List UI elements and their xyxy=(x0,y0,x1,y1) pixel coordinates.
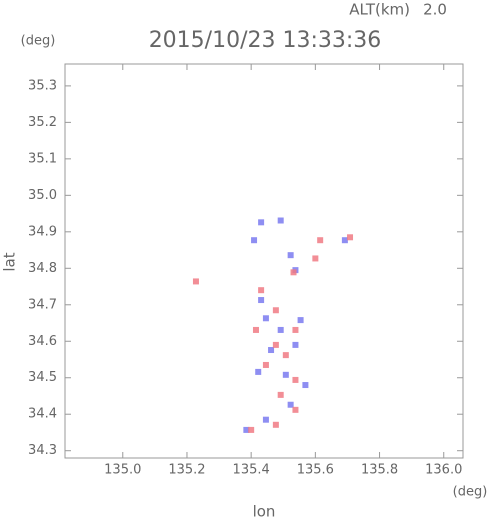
echo-point xyxy=(297,317,304,324)
echo-point xyxy=(317,237,324,244)
echo-point xyxy=(248,426,255,433)
x-tick-label: 135.0 xyxy=(104,463,141,478)
y-tick-label: 35.2 xyxy=(28,115,57,130)
echo-point xyxy=(272,341,279,348)
y-tick-label: 35.3 xyxy=(28,78,57,93)
echo-point xyxy=(287,401,294,408)
echo-point xyxy=(312,255,319,262)
echo-point xyxy=(292,406,299,413)
echo-point xyxy=(287,252,294,259)
echo-point xyxy=(258,219,265,226)
y-tick-label: 35.0 xyxy=(28,188,57,203)
x-tick-label: 136.0 xyxy=(425,463,462,478)
echo-point xyxy=(292,326,299,333)
echo-point xyxy=(347,234,354,241)
altitude-label: ALT(km) xyxy=(349,1,410,19)
echo-point xyxy=(262,315,269,322)
echo-point xyxy=(258,287,265,294)
echo-point xyxy=(292,341,299,348)
y-tick-label: 34.7 xyxy=(28,297,57,312)
plot-frame xyxy=(64,63,464,459)
x-tick-label: 135.8 xyxy=(361,463,398,478)
echo-point xyxy=(277,217,284,224)
echo-point xyxy=(277,391,284,398)
y-tick-label: 34.9 xyxy=(28,224,57,239)
echo-point xyxy=(262,416,269,423)
echo-point xyxy=(302,382,309,389)
echo-point xyxy=(262,361,269,368)
echo-point xyxy=(192,278,199,285)
altitude-value: 2.0 xyxy=(423,1,447,19)
echo-point xyxy=(251,237,258,244)
y-tick-label: 34.5 xyxy=(28,370,57,385)
y-tick-label: 34.3 xyxy=(28,443,57,458)
y-tick-label: 35.1 xyxy=(28,151,57,166)
echo-point xyxy=(243,426,250,433)
echo-point xyxy=(272,421,279,428)
echo-point xyxy=(290,269,297,276)
echo-point xyxy=(282,371,289,378)
x-tick-label: 135.2 xyxy=(168,463,205,478)
y-tick-label: 34.4 xyxy=(28,407,57,422)
echo-point xyxy=(292,376,299,383)
y-tick-label: 34.6 xyxy=(28,334,57,349)
y-tick-label: 34.8 xyxy=(28,261,57,276)
chart-title: 2015/10/23 13:33:36 xyxy=(149,28,382,53)
echo-point xyxy=(272,307,279,314)
echo-point xyxy=(255,368,262,375)
y-unit: (deg) xyxy=(21,34,56,49)
echo-point xyxy=(277,326,284,333)
y-axis-label: lat xyxy=(1,252,19,271)
x-tick-label: 135.6 xyxy=(297,463,334,478)
echo-point xyxy=(282,352,289,359)
x-tick-label: 135.4 xyxy=(233,463,270,478)
x-axis-label: lon xyxy=(253,503,276,521)
echo-point xyxy=(252,326,259,333)
echo-point xyxy=(268,347,275,354)
echo-point xyxy=(258,297,265,304)
echo-point xyxy=(341,237,348,244)
x-unit: (deg) xyxy=(453,485,488,500)
